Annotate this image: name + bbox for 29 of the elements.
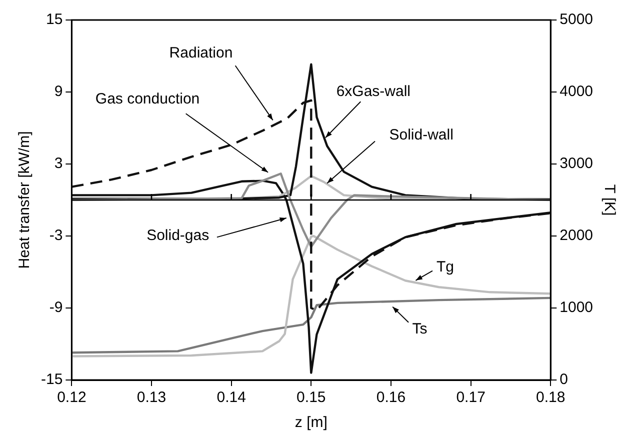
y2-axis-title: T [K] <box>600 184 618 216</box>
x-axis-title: z [m] <box>294 414 328 432</box>
y-tick-label: -15 <box>40 371 63 388</box>
x-tick-label: 0.15 <box>296 389 326 406</box>
y-tick-label: -9 <box>49 299 63 316</box>
series-label: Tg <box>436 258 454 276</box>
y2-tick-label: 2000 <box>560 227 594 244</box>
y2-tick-label: 3000 <box>560 155 594 172</box>
x-tick-label: 0.18 <box>536 389 566 406</box>
x-tick-label: 0.14 <box>216 389 246 406</box>
x-tick-label: 0.12 <box>57 389 86 406</box>
text: Solid-gas <box>146 227 210 244</box>
y-tick-label: -3 <box>49 227 63 244</box>
y2-tick-label: 0 <box>560 371 568 388</box>
y2-tick-label: 4000 <box>560 83 594 100</box>
text: Solid-wall <box>389 126 454 144</box>
series-label: Ts <box>412 320 428 338</box>
y2-tick-label: 1000 <box>560 299 594 316</box>
y-tick-label: 9 <box>54 83 63 100</box>
series-label: 6xGas-wall <box>336 83 411 100</box>
y2-tick-label: 5000 <box>560 11 594 28</box>
y-tick-label: 15 <box>46 11 63 28</box>
y-tick-label: 3 <box>54 155 63 172</box>
text: Gas conduction <box>95 90 200 108</box>
text: Radiation <box>169 44 233 62</box>
x-tick-label: 0.16 <box>376 389 406 406</box>
x-tick-label: 0.17 <box>456 389 486 406</box>
x-tick-label: 0.13 <box>136 389 166 406</box>
y-axis-title: Heat transfer [kW/m] <box>16 131 34 269</box>
